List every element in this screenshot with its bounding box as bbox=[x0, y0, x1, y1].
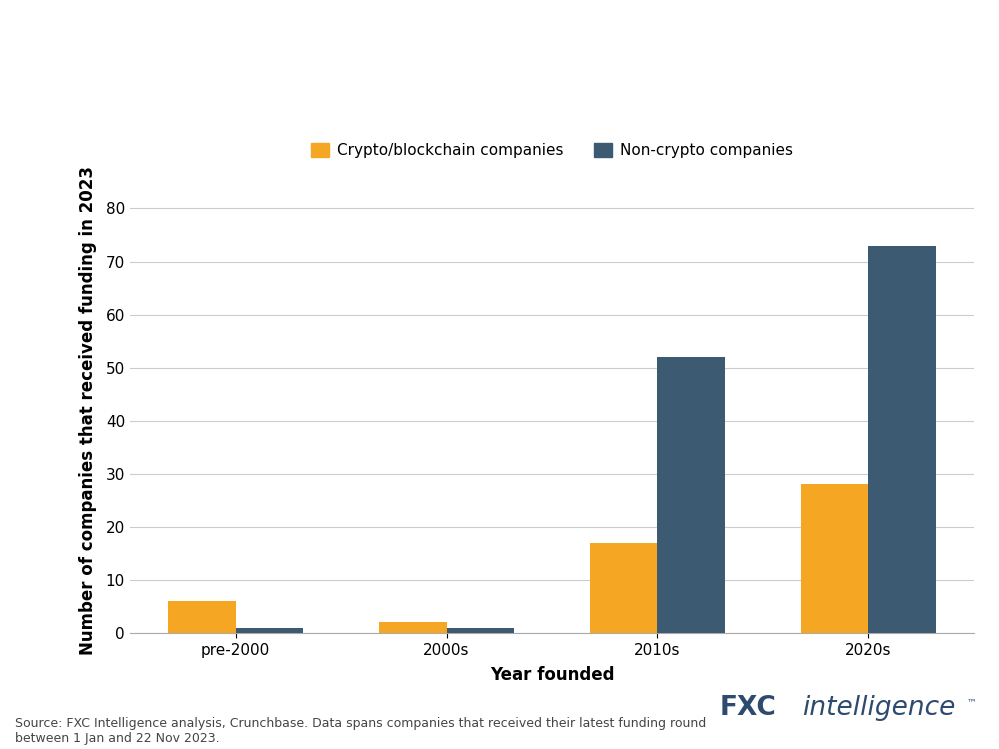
Text: Companies that received funding in 2023, split by year founded, crypto usage: Companies that received funding in 2023,… bbox=[18, 99, 752, 118]
Bar bbox=[236, 628, 303, 633]
Bar bbox=[168, 601, 236, 633]
X-axis label: Year founded: Year founded bbox=[490, 666, 614, 684]
Bar bbox=[447, 628, 514, 633]
Bar bbox=[868, 246, 936, 633]
Text: Growth in crypto cross-border payments companies since 2010: Growth in crypto cross-border payments c… bbox=[18, 30, 999, 58]
Text: Source: FXC Intelligence analysis, Crunchbase. Data spans companies that receive: Source: FXC Intelligence analysis, Crunc… bbox=[15, 718, 706, 745]
Y-axis label: Number of companies that received funding in 2023: Number of companies that received fundin… bbox=[79, 166, 97, 655]
Bar bbox=[657, 357, 725, 633]
Text: intelligence: intelligence bbox=[802, 694, 956, 721]
Text: FXC: FXC bbox=[719, 694, 776, 721]
Legend: Crypto/blockchain companies, Non-crypto companies: Crypto/blockchain companies, Non-crypto … bbox=[305, 137, 799, 164]
Bar bbox=[801, 485, 868, 633]
Bar bbox=[379, 622, 447, 633]
Text: ™: ™ bbox=[967, 697, 977, 707]
Bar bbox=[589, 543, 657, 633]
